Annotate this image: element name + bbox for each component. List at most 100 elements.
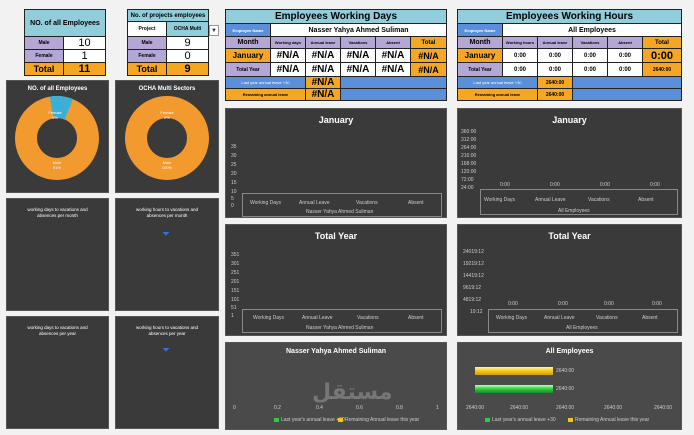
month-selector[interactable]: January [225, 48, 271, 63]
filler [340, 88, 447, 101]
donut-right-title: OCHA Multi Sectors [138, 86, 196, 92]
hcol-annual-leave: Annual leave [537, 36, 573, 49]
donut-left-male-label: Male [53, 160, 62, 165]
mini-panel-hours-month: working hours to vacations and absences … [115, 198, 219, 311]
y-tick: 351 [231, 252, 240, 258]
total-count: 11 [63, 62, 106, 76]
col-working-days: Working days [270, 36, 306, 49]
employees-summary-table: NO. of all Employees Male 10 Female 1 Tota… [24, 9, 106, 76]
hours-employee-value[interactable]: All Employees [502, 23, 682, 37]
cell-total: #N/A [410, 62, 447, 77]
y-tick: 301 [231, 261, 240, 267]
legend-item: Last year's annual leave +30 [281, 417, 345, 423]
y-tick: 25 [231, 162, 237, 168]
x-tick: Vacations [356, 200, 378, 206]
x-axis-box [242, 309, 442, 333]
chart-title: Nasser Yahya Ahmed Suliman [286, 348, 386, 355]
x-tick: 0 [233, 405, 236, 411]
mini-panel-title: working days to vacations and absences p… [27, 325, 88, 336]
cell-value: #N/A [375, 48, 411, 63]
data-label: 0:00 [652, 301, 662, 307]
remaining-leave-value: #N/A [305, 88, 341, 101]
mini-panel-hours-year: working hours to vacations and absences … [115, 316, 219, 429]
remaining-leave-label: Remaining annual leave [225, 88, 306, 101]
legend-swatch-green [485, 418, 490, 422]
col-vacations: Vacations [340, 36, 376, 49]
y-tick: 101 [231, 297, 240, 303]
hcell-value: 0:00 [537, 62, 573, 77]
female-count: 1 [63, 49, 106, 63]
x-tick: 2640:00 [654, 405, 673, 411]
project-male-count: 9 [166, 36, 209, 50]
x-tick: Annual Leave [535, 197, 566, 203]
y-tick: 251 [231, 270, 240, 276]
donut-panel-employees: NO. of all Employees Female 9% Male 91% [6, 80, 109, 193]
project-dropdown-button[interactable]: ▼ [209, 25, 219, 36]
hours-last-year-value: 2640:00 [537, 76, 573, 89]
x-axis-label: Nasser Yahya Ahmed Suliman [306, 325, 374, 331]
legend-swatch-yellow [338, 418, 343, 422]
hcell-value: 0:00 [502, 48, 538, 63]
filter-icon[interactable]: ⏷ [162, 229, 170, 240]
donut-right-female-pct: 0% [164, 115, 170, 120]
hcell-value: 0:00 [572, 62, 608, 77]
hcell-value: 0:00 [502, 62, 538, 77]
chevron-down-icon: ▼ [211, 28, 217, 34]
legend-item: Remaining Annual leave this year [345, 417, 420, 423]
project-selected[interactable]: OCHA Multi [166, 21, 209, 37]
mini-panel-days-year: working days to vacations and absences p… [6, 316, 109, 429]
project-title: No. of projects employees [127, 9, 209, 22]
data-label: 0:00 [600, 182, 610, 188]
y-tick: 151 [231, 288, 240, 294]
donut-chart-project: Female 0% Male 100% [125, 96, 209, 180]
hours-month-selector[interactable]: January [457, 48, 503, 63]
chart-title: All Employees [545, 348, 594, 355]
employee-name-value[interactable]: Nasser Yahya Ahmed Suliman [270, 23, 447, 37]
y-tick: 24019:12 [463, 249, 484, 255]
hcell-value: 0:00 [607, 62, 643, 77]
donut-left-female-pct: 9% [52, 115, 58, 120]
legend-swatch-yellow [568, 418, 573, 422]
cell-value: #N/A [270, 48, 306, 63]
y-tick: 20 [231, 171, 237, 177]
y-tick: 10 [231, 189, 237, 195]
project-male-label: Male [127, 36, 167, 50]
chart-title: January [552, 115, 587, 125]
project-female-label: Female [127, 49, 167, 63]
male-count: 10 [63, 36, 106, 50]
hours-employee-label: Employee Name [457, 23, 503, 37]
data-label: 0:00 [650, 182, 660, 188]
filler [572, 88, 682, 101]
hcell-total: 2640:00 [642, 62, 682, 77]
hours-total-year-label: Total Year [457, 62, 503, 77]
total-label: Total [24, 62, 64, 76]
data-label: 0:00 [550, 182, 560, 188]
donut-female-slice [15, 96, 99, 180]
x-tick: 2640:00 [466, 405, 485, 411]
y-tick: 5 [231, 196, 234, 202]
x-tick: Working Days [253, 315, 285, 321]
cell-value: #N/A [340, 62, 376, 77]
donut-right-male-label: Male [163, 160, 172, 165]
x-tick: Annual Leave [299, 200, 330, 206]
mini-panel-title: working hours to vacations and absences … [135, 207, 199, 218]
cell-value: #N/A [340, 48, 376, 63]
y-tick: 35 [231, 144, 237, 150]
cell-value: #N/A [270, 62, 306, 77]
working-days-title: Employees Working Days [225, 9, 447, 24]
x-tick: 1 [436, 405, 439, 411]
legend-item: Remaining Annual leave this year [575, 417, 650, 423]
x-tick: 0.4 [316, 405, 323, 411]
y-tick: 201 [231, 279, 240, 285]
x-tick: 2640:00 [556, 405, 575, 411]
col-annual-leave: Annual leave [305, 36, 341, 49]
x-tick: 0.6 [356, 405, 363, 411]
x-tick: Annual Leave [544, 315, 575, 321]
mini-panel-title: working hours to vacations and absences … [135, 325, 199, 336]
chart-total-year-days: Total Year 351 301 251 201 151 101 51 1 … [225, 224, 447, 336]
filter-icon[interactable]: ⏷ [162, 345, 170, 356]
bar-last-year-leave [475, 385, 553, 393]
hcol-absent: Absent [607, 36, 643, 49]
chart-title: Total Year [548, 231, 591, 241]
x-axis-label: All Employees [566, 325, 598, 331]
